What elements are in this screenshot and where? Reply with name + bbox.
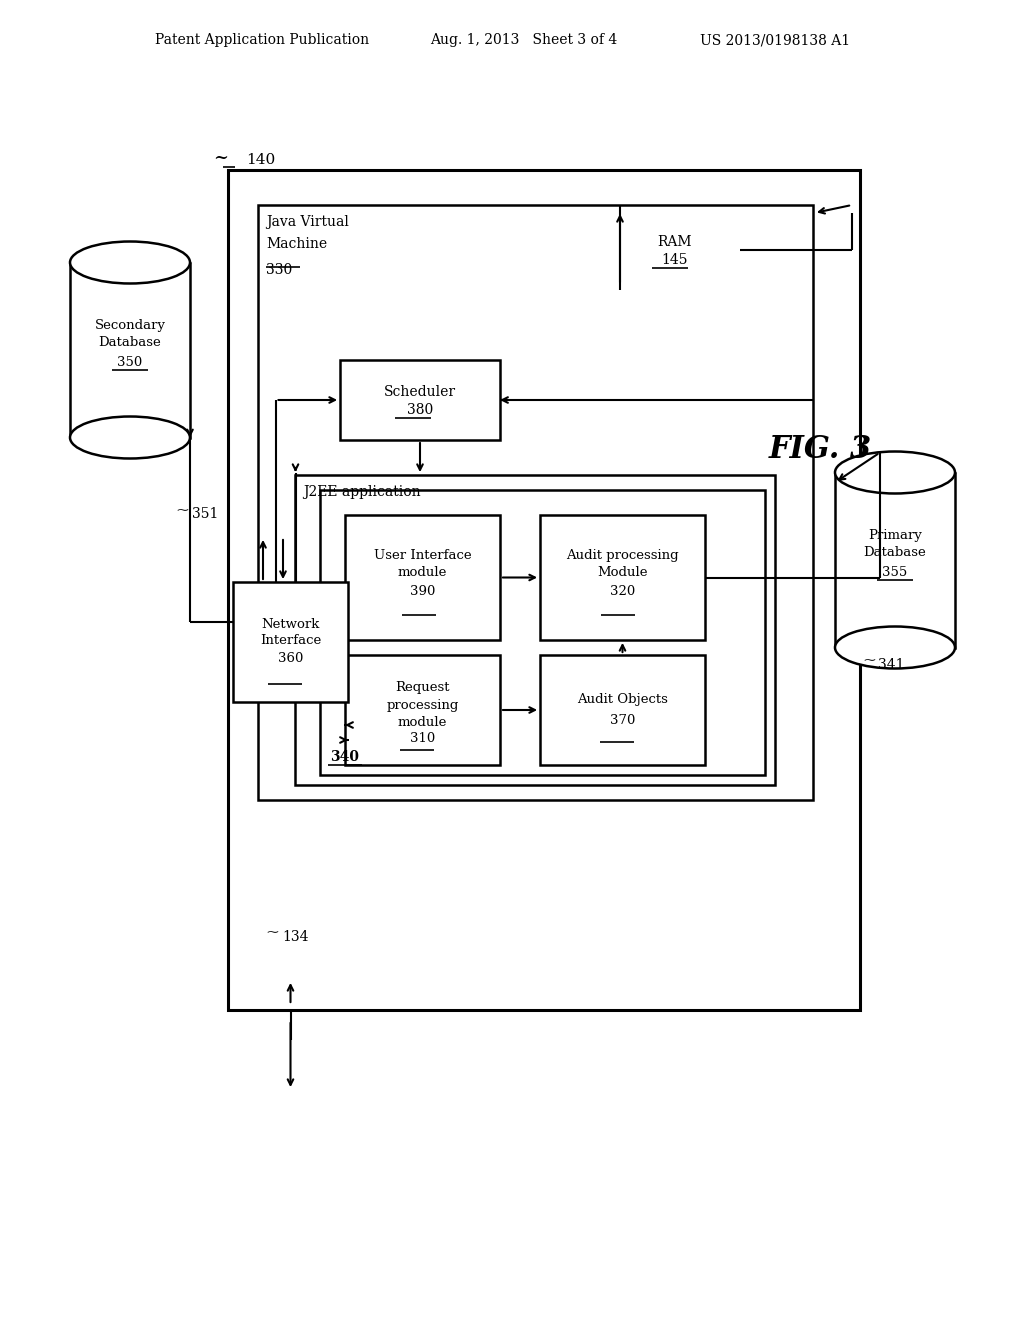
Text: Interface: Interface: [260, 634, 322, 647]
Text: User Interface: User Interface: [374, 549, 471, 562]
Text: Primary: Primary: [868, 528, 922, 541]
Text: 351: 351: [193, 507, 218, 521]
Bar: [540, 655, 705, 766]
Bar: [70, 263, 190, 437]
Bar: [610, 210, 740, 290]
Text: 330: 330: [266, 263, 292, 277]
Bar: [295, 475, 775, 785]
Text: 350: 350: [118, 355, 142, 368]
Text: Machine: Machine: [266, 238, 327, 251]
Text: Scheduler: Scheduler: [384, 385, 456, 399]
Text: US 2013/0198138 A1: US 2013/0198138 A1: [700, 33, 850, 48]
Text: Patent Application Publication: Patent Application Publication: [155, 33, 369, 48]
Text: 390: 390: [410, 585, 435, 598]
Text: 355: 355: [883, 565, 907, 578]
Text: ~: ~: [213, 149, 228, 168]
Ellipse shape: [70, 417, 190, 458]
Text: 370: 370: [610, 714, 635, 726]
Text: FIG. 3: FIG. 3: [768, 434, 871, 466]
Bar: [340, 360, 500, 440]
Text: 320: 320: [610, 585, 635, 598]
Text: 145: 145: [662, 253, 688, 267]
Bar: [233, 582, 348, 702]
Ellipse shape: [835, 627, 955, 668]
Ellipse shape: [835, 451, 955, 494]
Text: Secondary: Secondary: [94, 318, 166, 331]
Text: 310: 310: [410, 733, 435, 746]
Text: 340: 340: [330, 750, 359, 764]
Text: RAM: RAM: [657, 235, 692, 249]
Bar: [345, 515, 500, 640]
Text: Module: Module: [597, 566, 648, 579]
Text: ~: ~: [265, 924, 279, 940]
Text: Request: Request: [395, 681, 450, 694]
Text: Database: Database: [98, 337, 162, 350]
Bar: [258, 205, 813, 800]
Text: ~: ~: [862, 652, 876, 668]
Text: Database: Database: [863, 546, 927, 560]
Bar: [540, 515, 705, 640]
Text: processing: processing: [386, 698, 459, 711]
Ellipse shape: [70, 242, 190, 284]
Text: Audit processing: Audit processing: [566, 549, 679, 562]
Text: 134: 134: [282, 931, 308, 944]
Text: 341: 341: [878, 657, 904, 672]
Text: 140: 140: [246, 153, 275, 168]
Text: Java Virtual: Java Virtual: [266, 215, 349, 228]
Text: Aug. 1, 2013   Sheet 3 of 4: Aug. 1, 2013 Sheet 3 of 4: [430, 33, 617, 48]
Text: Network: Network: [261, 618, 319, 631]
Bar: [835, 473, 955, 648]
Bar: [319, 490, 765, 775]
Text: module: module: [397, 715, 447, 729]
Text: ~: ~: [175, 502, 189, 519]
Text: Audit Objects: Audit Objects: [578, 693, 668, 706]
Text: module: module: [397, 566, 447, 579]
Text: 380: 380: [407, 403, 433, 417]
Text: 360: 360: [278, 652, 303, 664]
Bar: [345, 655, 500, 766]
Text: J2EE application: J2EE application: [303, 484, 421, 499]
Bar: [228, 170, 860, 1010]
